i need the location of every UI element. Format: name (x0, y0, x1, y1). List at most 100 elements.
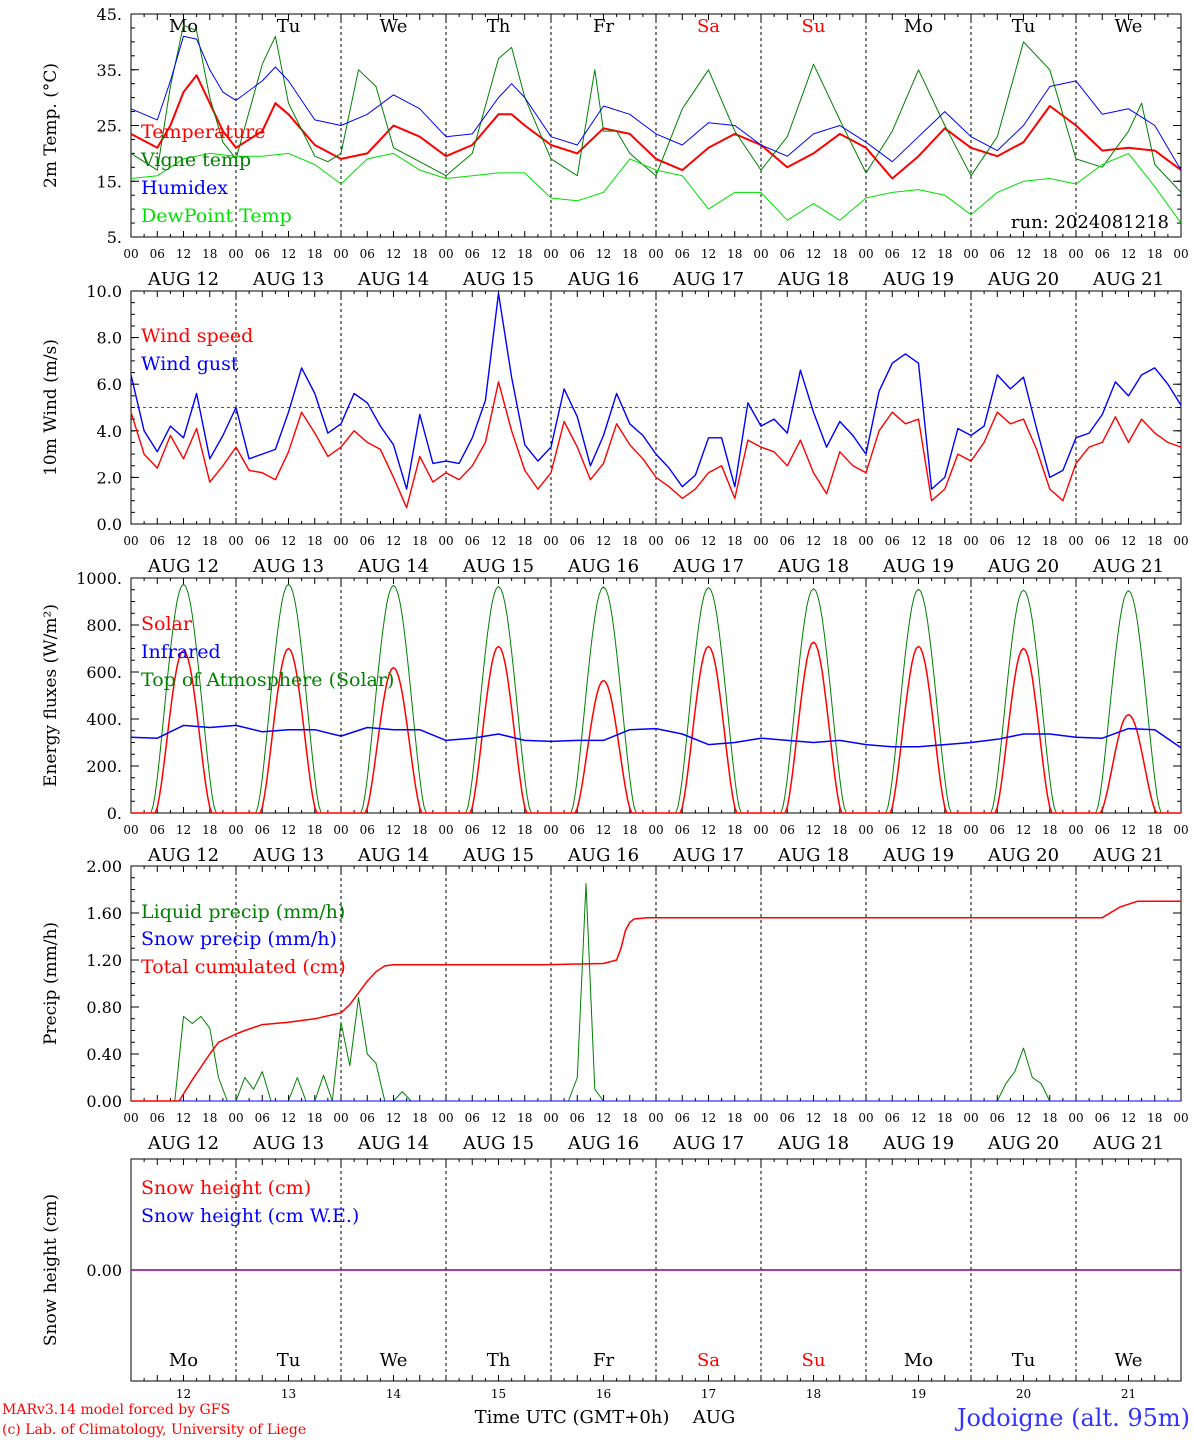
series-line (130, 724, 1182, 749)
legend-entry: Wind speed (141, 325, 253, 347)
hour-tick-label: 06 (780, 247, 795, 261)
hour-tick-label: 12 (491, 247, 506, 261)
hour-tick-label: 00 (333, 1111, 348, 1125)
lab-credit: (c) Lab. of Climatology, University of L… (2, 1422, 306, 1438)
hour-tick-label: 12 (701, 1111, 716, 1125)
day-number-label: 19 (911, 1387, 926, 1401)
hour-tick-label: 00 (753, 247, 768, 261)
hour-tick-label: 18 (517, 247, 532, 261)
hour-tick-label: 18 (1042, 247, 1057, 261)
hour-tick-label: 00 (1068, 1111, 1083, 1125)
hour-tick-label: 18 (1042, 823, 1057, 837)
y-tick-label: 0.00 (86, 1261, 122, 1280)
hour-tick-label: 18 (1147, 247, 1162, 261)
date-label: AUG 19 (882, 556, 954, 577)
axis-ticks (130, 13, 1182, 1381)
legend-entry: Snow height (cm W.E.) (141, 1205, 359, 1227)
y-tick-label: 1.60 (86, 904, 122, 923)
hour-tick-label: 00 (123, 534, 138, 548)
legend-entry: Infrared (141, 641, 221, 663)
legend-entry: Snow height (cm) (141, 1177, 311, 1199)
legend-entry: DewPoint Temp (141, 205, 292, 227)
hour-tick-label: 18 (832, 823, 847, 837)
time-axis-title: Time UTC (GMT+0h) (475, 1407, 670, 1428)
series-line (130, 152, 1182, 224)
day-of-week-label: We (380, 16, 408, 37)
hour-tick-label: 06 (360, 1111, 375, 1125)
hour-tick-label: 12 (701, 823, 716, 837)
y-tick-label: 400. (86, 710, 122, 729)
hour-tick-label: 00 (648, 247, 663, 261)
hour-tick-label: 12 (281, 247, 296, 261)
hour-tick-label: 00 (333, 247, 348, 261)
hour-tick-label: 18 (832, 247, 847, 261)
legend-entry: Snow precip (mm/h) (141, 928, 337, 950)
hour-tick-label: 12 (1016, 247, 1031, 261)
hour-tick-label: 06 (465, 823, 480, 837)
hour-tick-label: 18 (1042, 534, 1057, 548)
date-label: AUG 15 (462, 556, 534, 577)
day-number-label: 21 (1121, 1387, 1136, 1401)
legend-entry: Wind gust (141, 353, 239, 375)
date-label: AUG 12 (147, 845, 219, 866)
hour-tick-label: 12 (911, 247, 926, 261)
hour-tick-label: 06 (150, 247, 165, 261)
hour-tick-label: 06 (360, 823, 375, 837)
hour-tick-label: 00 (543, 534, 558, 548)
day-number-label: 16 (596, 1387, 611, 1401)
day-of-week-label: Fr (593, 1350, 614, 1371)
hour-tick-label: 00 (438, 534, 453, 548)
hour-tick-label: 00 (963, 823, 978, 837)
day-of-week-label: Th (487, 1350, 511, 1371)
y-axis-label: 2m Temp. (°C) (41, 63, 61, 188)
date-label: AUG 19 (882, 269, 954, 290)
date-label: AUG 13 (252, 845, 324, 866)
hour-tick-label: 18 (937, 1111, 952, 1125)
y-tick-label: 6.0 (97, 375, 122, 394)
hour-tick-label: 00 (438, 1111, 453, 1125)
hour-tick-label: 18 (412, 823, 427, 837)
hour-tick-label: 00 (228, 534, 243, 548)
chart-series (130, 24, 1182, 1271)
day-of-week-label: We (380, 1350, 408, 1371)
hour-tick-label: 18 (1147, 1111, 1162, 1125)
series-line (131, 641, 1181, 814)
series-line (131, 900, 1181, 1102)
hour-tick-label: 06 (885, 534, 900, 548)
hour-tick-label: 06 (150, 534, 165, 548)
hour-tick-label: 00 (648, 1111, 663, 1125)
day-of-week-label: Tu (1012, 16, 1036, 37)
y-tick-label: 35. (97, 61, 122, 80)
date-label: AUG 14 (357, 269, 429, 290)
hour-tick-label: 00 (123, 823, 138, 837)
date-label: AUG 21 (1092, 845, 1164, 866)
hour-tick-label: 00 (438, 823, 453, 837)
date-label: AUG 12 (147, 556, 219, 577)
hour-tick-label: 00 (1173, 247, 1188, 261)
hour-tick-label: 18 (307, 1111, 322, 1125)
date-label: AUG 16 (567, 1133, 639, 1154)
hour-tick-label: 00 (1068, 247, 1083, 261)
date-label: AUG 16 (567, 845, 639, 866)
hour-tick-label: 06 (255, 1111, 270, 1125)
date-label: AUG 20 (987, 1133, 1059, 1154)
date-label: AUG 18 (777, 269, 849, 290)
hour-tick-label: 18 (832, 534, 847, 548)
y-axis-label: Precip (mm/h) (41, 922, 61, 1045)
hour-tick-label: 00 (123, 1111, 138, 1125)
hour-tick-label: 06 (885, 1111, 900, 1125)
hour-tick-label: 12 (281, 823, 296, 837)
day-number-label: 15 (491, 1387, 506, 1401)
hour-tick-label: 06 (360, 534, 375, 548)
hour-tick-label: 06 (465, 1111, 480, 1125)
day-of-week-label: Tu (277, 1350, 301, 1371)
hour-tick-label: 06 (675, 534, 690, 548)
y-tick-label: 0. (107, 804, 122, 823)
hour-tick-label: 18 (832, 1111, 847, 1125)
hour-tick-label: 18 (412, 534, 427, 548)
hour-tick-label: 12 (911, 823, 926, 837)
hour-tick-label: 00 (753, 823, 768, 837)
hour-tick-label: 00 (1173, 534, 1188, 548)
hour-tick-label: 12 (386, 534, 401, 548)
